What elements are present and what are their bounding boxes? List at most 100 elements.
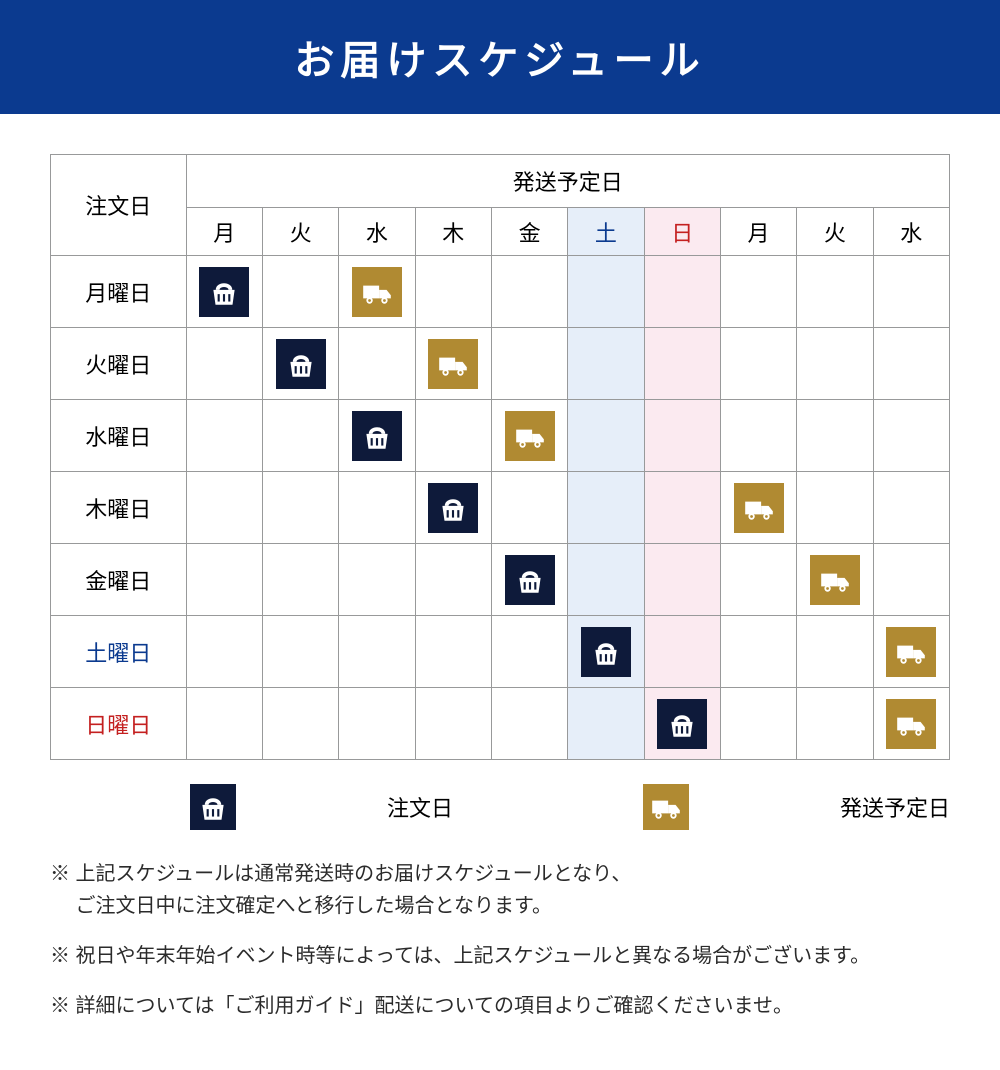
schedule-cell [415,400,491,472]
schedule-cell [797,544,873,616]
schedule-cell [186,328,262,400]
schedule-cell [720,688,796,760]
row-label: 月曜日 [51,256,187,328]
schedule-cell [339,688,415,760]
truck-icon [886,699,936,749]
schedule-cell [568,688,644,760]
schedule-cell [415,616,491,688]
schedule-cell [339,256,415,328]
day-header: 土 [568,208,644,256]
schedule-cell [568,472,644,544]
basket-icon [581,627,631,677]
schedule-cell [491,328,567,400]
schedule-cell [644,472,720,544]
table-row: 月曜日 [51,256,950,328]
table-row: 木曜日 [51,472,950,544]
schedule-cell [568,400,644,472]
truck-icon [734,483,784,533]
schedule-cell [720,256,796,328]
schedule-cell [568,328,644,400]
schedule-cell [797,328,873,400]
truck-icon [505,411,555,461]
schedule-cell [873,472,949,544]
schedule-cell [415,328,491,400]
row-label: 水曜日 [51,400,187,472]
schedule-cell [720,328,796,400]
schedule-cell [186,616,262,688]
basket-icon [352,411,402,461]
schedule-cell [491,400,567,472]
basket-icon [199,267,249,317]
schedule-cell [491,256,567,328]
day-header: 月 [186,208,262,256]
schedule-cell [644,328,720,400]
schedule-cell [873,544,949,616]
note-text: ※ 祝日や年末年始イベント時等によっては、上記スケジュールと異なる場合がございま… [50,940,950,972]
schedule-cell [873,616,949,688]
legend-order-label: 注文日 [387,791,453,823]
day-header: 水 [873,208,949,256]
row-label: 金曜日 [51,544,187,616]
schedule-cell [186,472,262,544]
truck-icon [643,784,689,830]
schedule-cell [568,544,644,616]
schedule-cell [262,256,338,328]
schedule-cell [491,688,567,760]
day-header: 金 [491,208,567,256]
schedule-cell [339,544,415,616]
schedule-cell [415,688,491,760]
basket-icon [657,699,707,749]
schedule-cell [720,544,796,616]
schedule-cell [797,616,873,688]
schedule-cell [644,256,720,328]
schedule-cell [262,616,338,688]
table-row: 土曜日 [51,616,950,688]
schedule-cell [262,544,338,616]
schedule-table: 注文日 発送予定日 月火水木金土日月火水 月曜日 火曜日 水曜日 木曜日 金曜日 [50,154,950,760]
schedule-cell [568,616,644,688]
basket-icon [505,555,555,605]
schedule-cell [339,328,415,400]
schedule-cell [491,616,567,688]
schedule-cell [415,544,491,616]
schedule-cell [873,328,949,400]
table-row: 火曜日 [51,328,950,400]
row-label: 火曜日 [51,328,187,400]
truck-icon [428,339,478,389]
table-row: 金曜日 [51,544,950,616]
schedule-cell [262,400,338,472]
schedule-cell [873,400,949,472]
row-label: 木曜日 [51,472,187,544]
content-area: 注文日 発送予定日 月火水木金土日月火水 月曜日 火曜日 水曜日 木曜日 金曜日 [0,114,1000,1070]
schedule-cell [186,544,262,616]
day-header: 水 [339,208,415,256]
schedule-cell [262,688,338,760]
schedule-cell [568,256,644,328]
note-text: ※ 詳細については「ご利用ガイド」配送についての項目よりご確認くださいませ。 [50,990,950,1022]
notes-block: ※ 上記スケジュールは通常発送時のお届けスケジュールとなり、 ご注文日中に注文確… [50,858,950,1022]
schedule-cell [720,472,796,544]
schedule-cell [491,472,567,544]
day-header-row: 月火水木金土日月火水 [51,208,950,256]
legend-row: 注文日 発送予定日 [50,784,950,830]
table-row: 水曜日 [51,400,950,472]
schedule-cell [797,400,873,472]
schedule-cell [797,688,873,760]
schedule-cell [415,256,491,328]
schedule-cell [644,616,720,688]
legend-ship-label: 発送予定日 [840,791,950,823]
day-header: 火 [797,208,873,256]
schedule-cell [797,256,873,328]
schedule-cell [797,472,873,544]
schedule-cell [262,472,338,544]
schedule-cell [339,400,415,472]
schedule-cell [186,688,262,760]
schedule-cell [873,256,949,328]
day-header: 月 [720,208,796,256]
day-header: 火 [262,208,338,256]
schedule-cell [491,544,567,616]
schedule-cell [186,400,262,472]
schedule-cell [873,688,949,760]
schedule-cell [720,616,796,688]
page-title: お届けスケジュール [0,0,1000,114]
